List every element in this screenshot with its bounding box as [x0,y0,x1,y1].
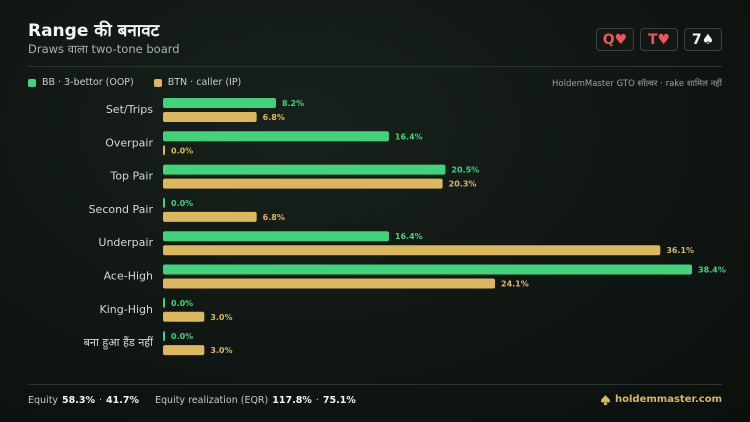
separator: · [99,395,103,406]
subtitle: Draws वाला two-tone board [28,42,180,56]
bar [163,112,257,122]
divider [28,66,722,67]
bar [163,98,276,108]
bar [163,297,165,308]
bar [163,164,446,175]
value-label: 16.4% [395,232,423,241]
category-label: Top Pair [109,170,153,183]
legend-entry: BTN · caller (IP) [153,77,242,88]
eqr-label: Equity realization (EQR) [155,395,269,406]
footer-stats: Equity 58.3% · 41.7% Equity realization … [28,395,356,406]
legend-label: BB · 3-bettor (OOP) [42,77,134,88]
value-label: 0.0% [171,299,193,308]
equity-value: 41.7% [106,395,140,406]
value-label: 38.4% [698,266,726,275]
card: T ♥ [640,28,678,51]
bar [163,264,692,275]
category-label: Set/Trips [106,103,153,116]
category-label: Overpair [105,136,153,149]
category-label: Underpair [98,236,153,249]
legend-label: BTN · caller (IP) [167,77,242,88]
card-rank: T [647,31,658,48]
legend-swatch [153,78,162,87]
value-label: 0.0% [171,146,193,155]
category-label: Second Pair [89,203,154,216]
category-label: Ace-High [104,270,153,283]
card-suit: ♥ [657,31,671,48]
value-label: 0.0% [171,199,193,208]
chart: Set/Trips 8.2% 6.8% Overpair 16.4% 0.0% Top Pa… [84,98,726,356]
board: Q ♥ T ♥ 7 ♠ [596,28,722,51]
card-rank: 7 [691,31,702,48]
title: Range की बनावट [28,21,160,41]
bar [163,245,661,256]
bar [163,311,205,322]
brand: holdemmaster.com [601,394,722,405]
card: Q ♥ [596,28,634,51]
value-label: 36.1% [666,246,694,255]
value-label: 6.8% [263,213,285,222]
bar [163,211,257,222]
value-label: 24.1% [501,280,529,289]
bar [163,345,205,356]
value-label: 0.0% [171,332,193,341]
card-suit: ♥ [614,31,628,48]
value-label: 3.0% [210,346,232,355]
legend: BB · 3-bettor (OOP) BTN · caller (IP) [28,77,241,88]
eqr-value: 75.1% [322,395,356,406]
bar [163,278,496,289]
equity-value: 58.3% [62,395,96,406]
value-label: 20.5% [451,166,479,175]
bar [163,231,389,242]
legend-swatch [28,78,36,87]
category-label: King-High [100,303,154,316]
bar [163,178,443,189]
legend-entry: BB · 3-bettor (OOP) [28,77,134,88]
card-rank: Q [602,31,615,48]
divider [28,384,722,385]
value-label: 20.3% [449,180,477,189]
source-note: HoldemMaster GTO सॉल्वर · rake शामिल नही… [552,79,722,89]
bar [163,131,389,142]
bar [163,331,165,342]
spade-icon [601,394,611,405]
value-label: 3.0% [210,313,232,322]
site-link[interactable]: holdemmaster.com [615,394,722,405]
value-label: 16.4% [395,132,423,141]
value-label: 8.2% [282,99,304,108]
eqr-value: 117.8% [272,395,312,406]
bar [163,197,165,208]
card: 7 ♠ [684,28,722,51]
card-suit: ♠ [701,31,715,48]
category-label: बना हुआ हैंड नहीं [84,336,153,350]
value-label: 6.8% [263,113,285,122]
equity-label: Equity [28,395,59,406]
separator: · [315,395,319,406]
bar [163,145,165,156]
